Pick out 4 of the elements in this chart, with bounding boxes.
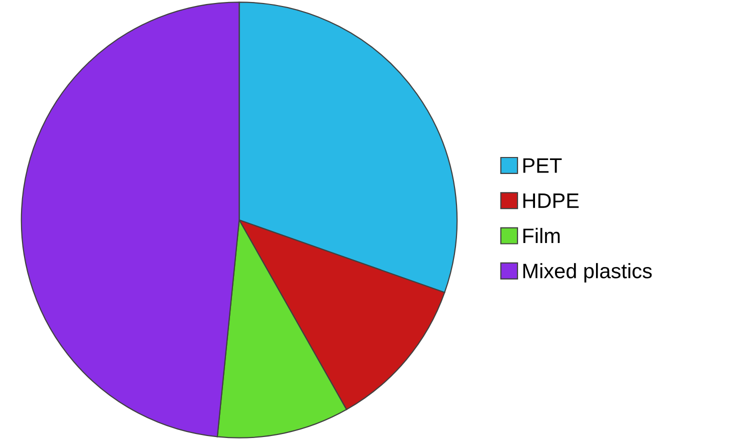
legend-label: Film: [523, 228, 560, 244]
legend-label: PET: [523, 158, 562, 173]
legend-label: Mixed plastics: [523, 263, 652, 282]
legend-label: HDPE: [523, 194, 579, 208]
